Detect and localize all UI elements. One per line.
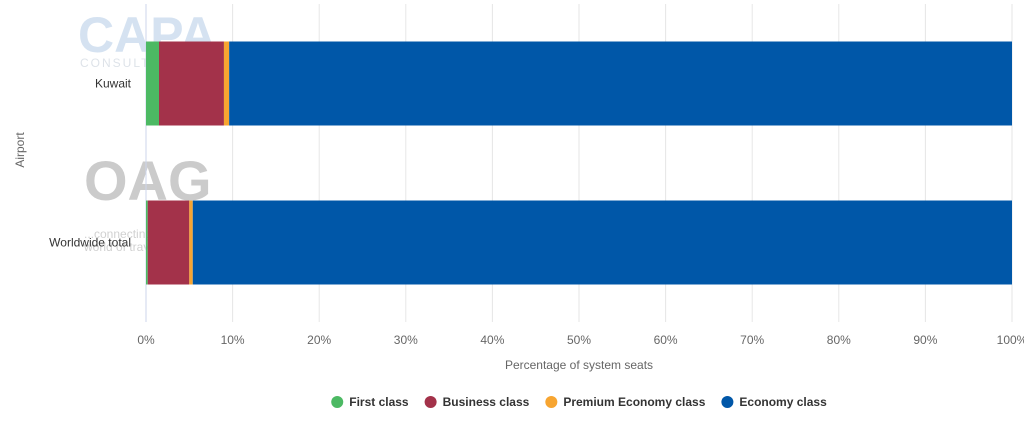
x-tick-label: 10% xyxy=(221,333,245,347)
category-labels: Kuwait Worldwide total xyxy=(49,77,131,250)
bar-economy-class-kuwait[interactable] xyxy=(229,41,1013,126)
legend-marker xyxy=(721,396,734,408)
legend-label: Business class xyxy=(443,395,530,409)
bar-premium-economy-class-worldwide-total[interactable] xyxy=(189,200,193,285)
x-tick-label: 50% xyxy=(567,333,591,347)
bar-business-class-worldwide-total[interactable] xyxy=(147,200,190,285)
category-label: Kuwait xyxy=(95,77,132,91)
x-tick-label: 30% xyxy=(394,333,418,347)
bar-business-class-kuwait[interactable] xyxy=(158,41,224,126)
legend-label: Economy class xyxy=(739,395,827,409)
legend-item-business-class[interactable]: Business class xyxy=(424,395,530,409)
legend-marker xyxy=(545,396,558,408)
legend: First class Business class Premium Economy… xyxy=(331,395,827,409)
bar-first-class-worldwide-total[interactable] xyxy=(146,200,148,285)
watermark-oag-tagline-2: world of travel xyxy=(83,240,159,254)
x-tick-label: 100% xyxy=(997,333,1024,347)
bar-premium-economy-class-kuwait[interactable] xyxy=(223,41,230,126)
legend-label: First class xyxy=(349,395,409,409)
x-tick-labels: 0% 10% 20% 30% 40% 50% 60% 70% 80% 90% 100% xyxy=(137,333,1024,347)
legend-marker xyxy=(424,396,437,408)
legend-item-economy-class[interactable]: Economy class xyxy=(721,395,827,409)
bars xyxy=(146,41,1013,285)
legend-item-first-class[interactable]: First class xyxy=(331,395,409,409)
bar-first-class-kuwait[interactable] xyxy=(146,41,159,126)
x-tick-label: 60% xyxy=(654,333,678,347)
x-tick-label: 0% xyxy=(137,333,155,347)
x-tick-label: 20% xyxy=(307,333,331,347)
legend-item-premium-economy-class[interactable]: Premium Economy class xyxy=(545,395,706,409)
legend-label: Premium Economy class xyxy=(563,395,705,409)
x-tick-label: 70% xyxy=(740,333,764,347)
x-tick-label: 40% xyxy=(480,333,504,347)
x-tick-label: 90% xyxy=(913,333,937,347)
legend-marker xyxy=(331,396,344,408)
x-axis-title: Percentage of system seats xyxy=(505,358,653,372)
y-axis-title: Airport xyxy=(13,132,27,168)
bar-economy-class-worldwide-total[interactable] xyxy=(192,200,1012,285)
x-tick-label: 80% xyxy=(827,333,851,347)
category-label: Worldwide total xyxy=(49,236,131,250)
